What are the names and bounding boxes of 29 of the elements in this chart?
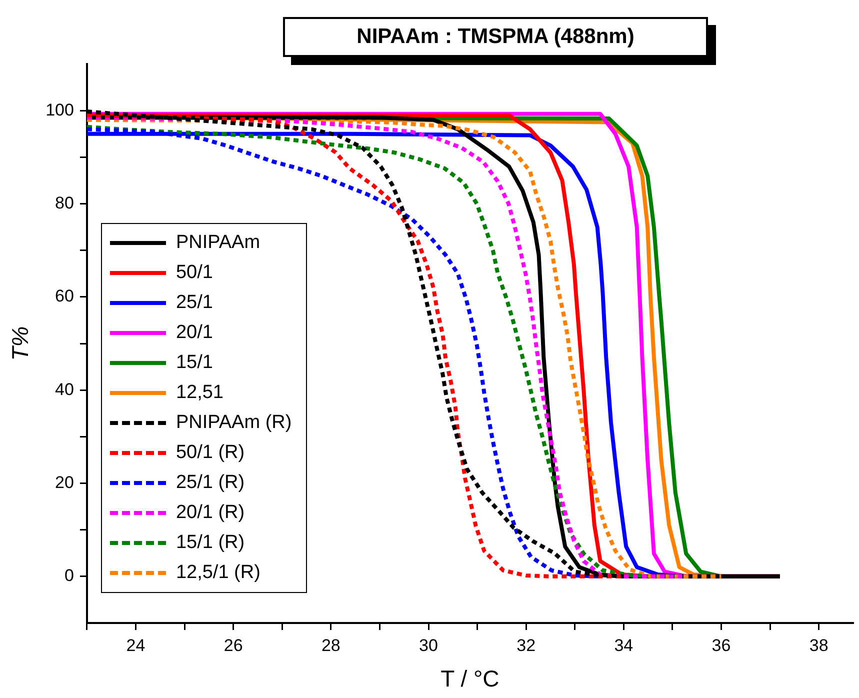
legend-label: PNIPAAm: [176, 232, 260, 254]
legend-label: 12,51: [176, 382, 224, 404]
legend-label: 15/1 (R): [176, 532, 245, 554]
legend-label: PNIPAAm (R): [176, 412, 292, 434]
chart-title: NIPAAm : TMSPMA (488nm): [283, 17, 708, 57]
x-tick-label: 36: [712, 636, 731, 655]
y-tick-label: 80: [55, 193, 74, 212]
legend-label: 15/1: [176, 352, 213, 374]
y-tick-label: 20: [55, 472, 74, 492]
x-tick-label: 34: [614, 636, 634, 655]
x-tick-label: 26: [224, 636, 243, 655]
y-tick-label: 100: [46, 100, 74, 120]
legend-label: 12,5/1 (R): [176, 562, 260, 584]
y-tick-label: 60: [55, 286, 74, 306]
legend-label: 25/1 (R): [176, 472, 245, 494]
legend-label: 50/1: [176, 262, 213, 284]
legend-label: 25/1: [176, 292, 213, 314]
y-tick-label: 40: [55, 380, 74, 399]
x-tick-label: 32: [516, 636, 536, 655]
legend-label: 20/1 (R): [176, 502, 245, 524]
x-axis-title: T / °C: [440, 666, 500, 692]
x-tick-label: 28: [321, 636, 340, 655]
y-tick-label: 0: [64, 566, 74, 586]
legend-label: 50/1 (R): [176, 442, 245, 464]
y-axis-title: T%: [7, 326, 34, 361]
x-tick-label: 30: [419, 636, 438, 655]
x-tick-label: 38: [809, 636, 828, 655]
x-tick-label: 24: [126, 636, 146, 655]
legend-label: 20/1: [176, 322, 213, 344]
